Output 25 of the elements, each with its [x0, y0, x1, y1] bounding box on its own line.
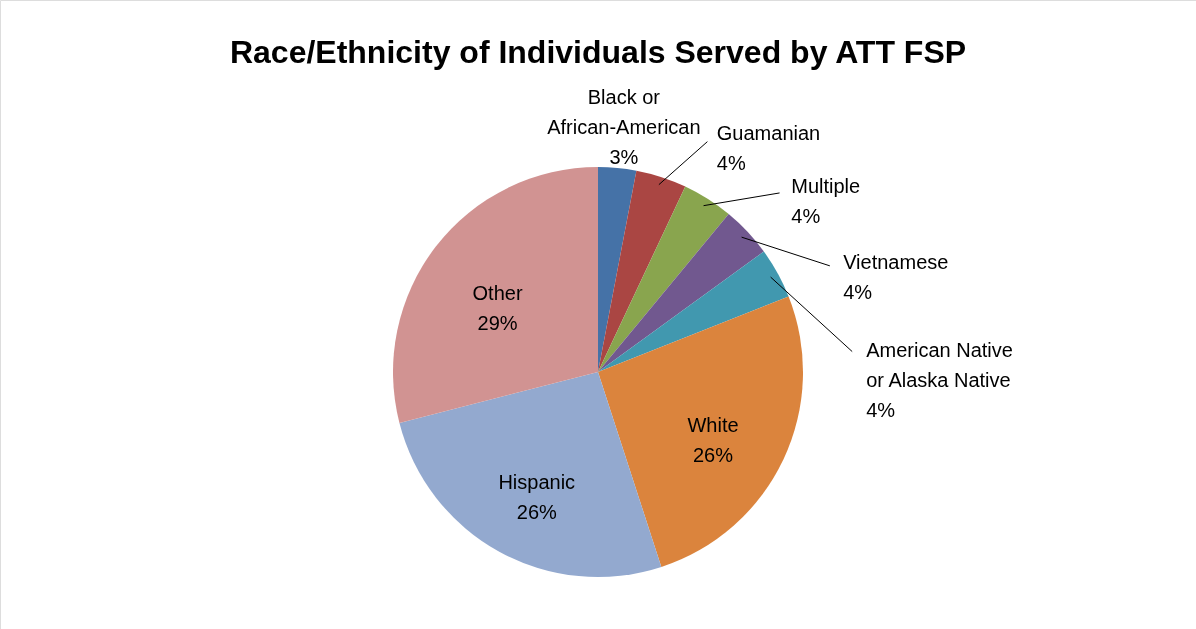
pie-slice	[598, 170, 686, 372]
pie-slice	[393, 167, 598, 423]
pie-slice	[598, 251, 789, 372]
data-label: 4%	[843, 280, 873, 303]
pie-slice	[598, 167, 637, 372]
slice-label: Hispanic	[498, 471, 576, 494]
data-label: 3%	[609, 146, 639, 169]
slice-label: Multiple	[791, 175, 861, 198]
data-label: 4%	[866, 398, 896, 421]
slice-label: Other	[472, 282, 523, 305]
pie-slice	[598, 296, 803, 567]
slice-label: Guamanian	[716, 122, 821, 145]
chart-title: Race/Ethnicity of Individuals Served by ATT FSP	[229, 34, 967, 70]
slice-label: Vietnamese	[843, 250, 949, 273]
data-label: 29%	[477, 312, 518, 335]
data-label: 26%	[516, 501, 557, 524]
slice-label: Black or African-American	[547, 86, 701, 139]
slice-label: White	[687, 414, 739, 437]
data-label: 26%	[692, 444, 734, 467]
pie-slice	[598, 214, 764, 372]
slice-label: American Native or Alaska Native	[866, 338, 1013, 391]
pie-slice	[598, 186, 729, 372]
data-label: 4%	[716, 152, 746, 175]
data-label: 4%	[791, 205, 821, 228]
pie-slice	[399, 372, 662, 577]
